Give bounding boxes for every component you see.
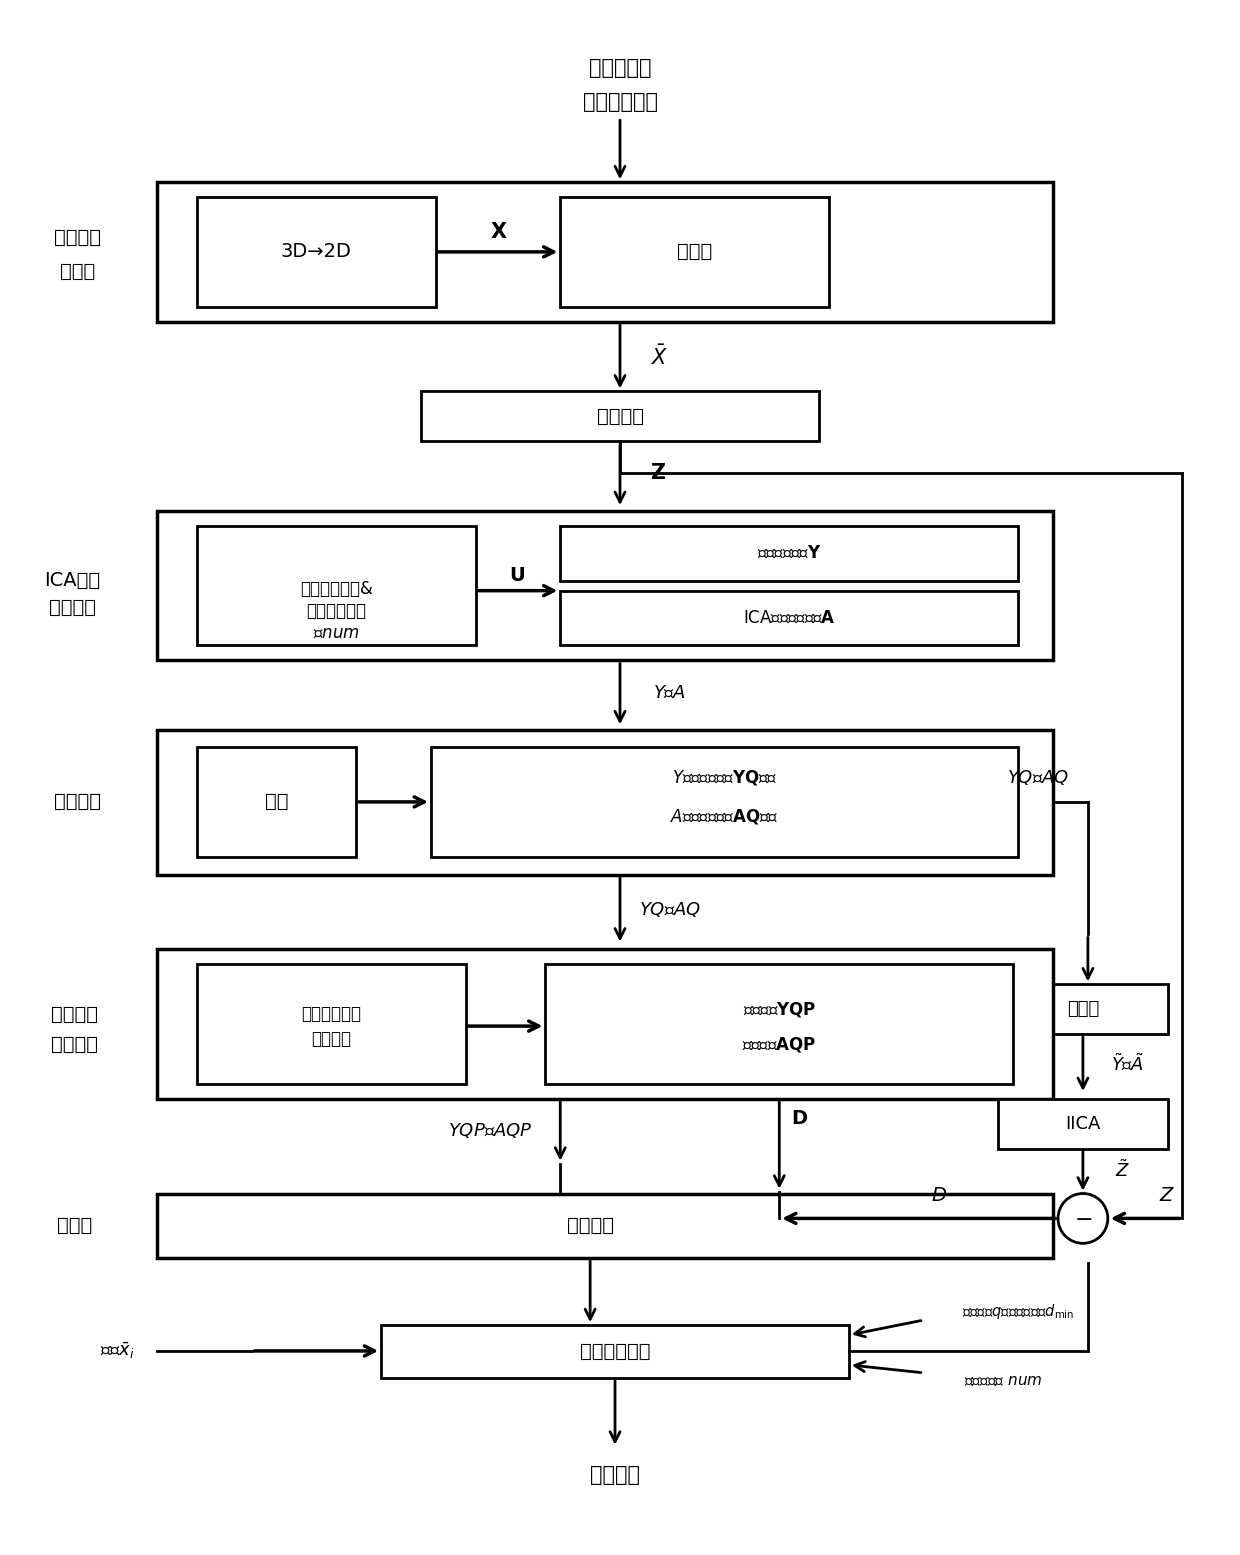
- Text: ICA去除: ICA去除: [45, 571, 100, 591]
- Bar: [998, 1099, 1168, 1149]
- Text: 残差矩阵$\mathbf{YQP}$: 残差矩阵$\mathbf{YQP}$: [743, 1000, 816, 1019]
- Text: 确定独立成分: 确定独立成分: [306, 602, 366, 619]
- Text: $\bar{X}$: $\bar{X}$: [651, 344, 668, 369]
- Text: $Z$: $Z$: [1159, 1186, 1176, 1205]
- Text: 图像数据: 图像数据: [55, 227, 100, 246]
- Circle shape: [1058, 1194, 1107, 1244]
- Text: 超光谱大气: 超光谱大气: [589, 58, 651, 78]
- Bar: [157, 512, 1053, 661]
- Text: 谱间冗余: 谱间冗余: [48, 599, 95, 617]
- Text: 空间冗余: 空间冗余: [51, 1034, 98, 1054]
- Text: $\tilde{Z}$: $\tilde{Z}$: [1115, 1160, 1131, 1182]
- Text: 量化步长$q$及范围最小值$d_{\mathrm{min}}$: 量化步长$q$及范围最小值$d_{\mathrm{min}}$: [962, 1302, 1074, 1320]
- Bar: [157, 1194, 1053, 1258]
- Bar: [430, 746, 1018, 857]
- Text: 量化: 量化: [265, 793, 288, 812]
- Text: 白化处理: 白化处理: [596, 407, 644, 426]
- Text: 预测器去: 预测器去: [51, 1005, 98, 1023]
- Bar: [157, 731, 1053, 874]
- Text: 反量化: 反量化: [1066, 1000, 1099, 1019]
- Text: 压缩码流组织: 压缩码流组织: [580, 1342, 650, 1361]
- Text: 红外遥感图像: 红外遥感图像: [583, 92, 657, 112]
- Text: 独立成分数 $num$: 独立成分数 $num$: [963, 1373, 1043, 1389]
- Bar: [546, 964, 1013, 1084]
- Text: 3D→2D: 3D→2D: [281, 243, 352, 261]
- Bar: [560, 591, 1018, 645]
- Text: 预处理: 预处理: [60, 263, 95, 281]
- Text: 熵编码: 熵编码: [57, 1216, 92, 1235]
- Text: $YQ$，$AQ$: $YQ$，$AQ$: [1007, 768, 1069, 787]
- Text: $A$矩阵量化后的$\mathbf{AQ}$矩阵: $A$矩阵量化后的$\mathbf{AQ}$矩阵: [671, 807, 779, 826]
- Text: $Y$，$A$: $Y$，$A$: [653, 684, 686, 703]
- Text: $YQP$，$AQP$: $YQP$，$AQP$: [449, 1121, 533, 1140]
- Text: 零均值: 零均值: [677, 243, 712, 261]
- Text: $\mathbf{X}$: $\mathbf{X}$: [490, 222, 507, 243]
- Bar: [157, 950, 1053, 1099]
- Text: 残差矩阵$\mathbf{AQP}$: 残差矩阵$\mathbf{AQP}$: [743, 1034, 816, 1054]
- Text: 求解分离矩阵&: 求解分离矩阵&: [300, 580, 373, 597]
- Text: $\mathbf{D}$: $\mathbf{D}$: [791, 1109, 807, 1129]
- Text: $\tilde{Y}$，$\tilde{A}$: $\tilde{Y}$，$\tilde{A}$: [1111, 1054, 1145, 1075]
- Bar: [157, 182, 1053, 322]
- Bar: [420, 392, 820, 442]
- Text: 均值$\bar{x}_i$: 均值$\bar{x}_i$: [100, 1340, 135, 1361]
- Text: $YQ$，$AQ$: $YQ$，$AQ$: [639, 900, 701, 919]
- Text: 判定准则: 判定准则: [311, 1029, 351, 1048]
- Text: ICA变换系数矩阵$\mathbf{A}$: ICA变换系数矩阵$\mathbf{A}$: [743, 608, 836, 627]
- Bar: [560, 526, 1018, 580]
- Bar: [560, 197, 830, 306]
- Text: 压缩码流: 压缩码流: [590, 1465, 640, 1485]
- Text: 量化取整: 量化取整: [55, 793, 100, 812]
- Text: $Y$矩阵量化后的$\mathbf{YQ}$矩阵: $Y$矩阵量化后的$\mathbf{YQ}$矩阵: [672, 768, 777, 787]
- Bar: [197, 526, 476, 645]
- Text: $\mathbf{Z}$: $\mathbf{Z}$: [650, 463, 666, 484]
- Text: 设定预测器及: 设定预测器及: [301, 1005, 361, 1023]
- Text: 区间编码: 区间编码: [567, 1216, 614, 1235]
- Text: $D$: $D$: [930, 1186, 946, 1205]
- Bar: [197, 746, 356, 857]
- Text: 数$num$: 数$num$: [312, 624, 360, 642]
- Bar: [197, 197, 435, 306]
- Text: 独立成分矩阵$\mathbf{Y}$: 独立成分矩阵$\mathbf{Y}$: [756, 544, 821, 561]
- Bar: [998, 984, 1168, 1034]
- Bar: [381, 1325, 849, 1378]
- Text: $\mathbf{U}$: $\mathbf{U}$: [510, 566, 526, 585]
- Bar: [197, 964, 466, 1084]
- Text: IICA: IICA: [1065, 1115, 1101, 1132]
- Text: $-$: $-$: [1074, 1208, 1092, 1228]
